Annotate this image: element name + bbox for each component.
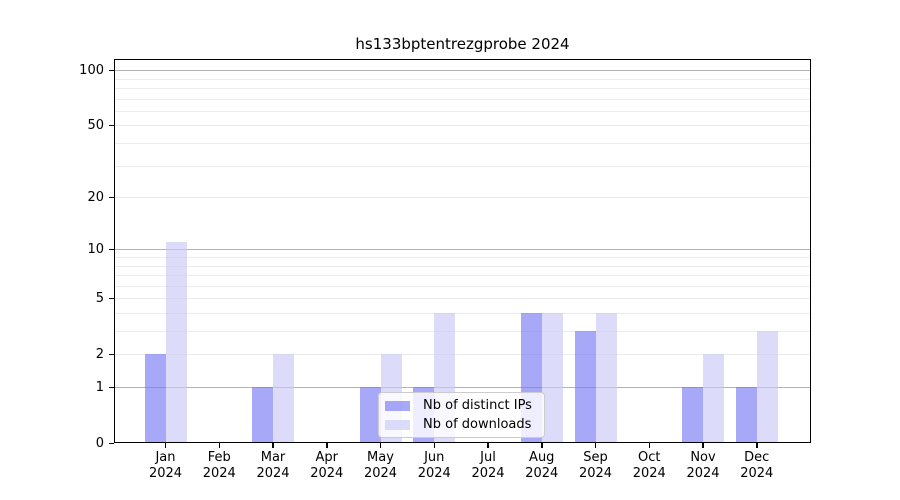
x-tick-mark	[487, 443, 489, 448]
gridline-minor	[114, 110, 811, 112]
y-tick-mark	[109, 69, 114, 72]
gridline-minor	[114, 143, 811, 144]
bar-downloads-aug	[541, 313, 563, 443]
x-tick-label: Feb 2024	[202, 450, 236, 481]
legend: Nb of distinct IPs Nb of downloads	[378, 392, 545, 438]
x-tick-mark	[702, 443, 704, 448]
y-tick-label: 5	[95, 290, 104, 306]
x-tick-label: Dec 2024	[740, 450, 774, 481]
x-tick-label: Apr 2024	[310, 450, 344, 481]
y-tick-label: 10	[87, 241, 104, 257]
gridline-major	[114, 70, 811, 72]
x-tick-label: Sep 2024	[578, 450, 613, 481]
bar-downloads-jan	[165, 242, 187, 443]
legend-swatch-downloads	[385, 419, 410, 430]
plot-area	[114, 59, 811, 443]
y-tick-mark	[109, 297, 114, 300]
bar-ips-dec	[735, 387, 757, 443]
gridline-minor	[114, 354, 811, 356]
x-tick-label: Mar 2024	[256, 450, 290, 481]
gridline-minor	[114, 98, 811, 100]
gridline-major	[114, 249, 811, 251]
gridline-minor	[114, 257, 811, 258]
gridline-minor	[114, 298, 811, 300]
gridline-minor	[114, 197, 811, 199]
gridline-minor	[114, 125, 811, 127]
y-tick-mark	[109, 442, 114, 444]
bar-ips-mar	[252, 387, 273, 443]
x-tick-mark	[379, 443, 382, 448]
x-tick-mark	[326, 443, 328, 448]
y-tick-label: 2	[95, 346, 104, 362]
bar-downloads-dec	[756, 331, 778, 443]
gridline-minor	[114, 313, 811, 314]
x-tick-mark	[756, 443, 758, 448]
gridline-minor	[114, 88, 811, 89]
bar-ips-sep	[574, 331, 596, 443]
bar-downloads-nov	[703, 354, 724, 443]
gridline-major	[114, 387, 811, 388]
bar-downloads-mar	[273, 354, 294, 443]
x-tick-mark	[164, 443, 167, 448]
y-tick-label: 1	[95, 379, 104, 395]
x-tick-label: Jan 2024	[148, 450, 183, 481]
y-tick-mark	[109, 353, 114, 356]
bar-ips-jan	[144, 354, 166, 443]
y-tick-label: 50	[87, 117, 104, 133]
x-tick-mark	[433, 443, 435, 448]
x-tick-mark	[648, 443, 650, 448]
y-tick-label: 0	[95, 435, 104, 451]
legend-label-downloads: Nb of downloads	[423, 417, 532, 432]
y-tick-mark	[109, 196, 114, 199]
bar-downloads-sep	[595, 313, 617, 443]
gridline-minor	[114, 285, 811, 287]
x-tick-label: Jul 2024	[471, 450, 505, 481]
gridline-minor	[114, 265, 811, 267]
x-tick-label: Aug 2024	[525, 450, 559, 481]
gridline-minor	[114, 275, 811, 276]
legend-swatch-distinct-ips	[385, 400, 410, 411]
legend-item-downloads: Nb of downloads	[385, 417, 544, 432]
x-tick-label: Nov 2024	[686, 450, 720, 481]
x-tick-mark	[541, 443, 543, 448]
chart-title: hs133bptentrezgprobe 2024	[355, 35, 570, 53]
y-tick-mark	[109, 248, 114, 251]
bar-ips-may	[359, 387, 381, 443]
x-tick-mark	[218, 443, 220, 448]
y-tick-label: 20	[87, 189, 104, 205]
y-tick-mark	[109, 386, 114, 388]
x-tick-label: May 2024	[363, 450, 398, 481]
y-tick-label: 100	[79, 62, 104, 78]
gridline-minor	[114, 78, 811, 80]
x-tick-mark	[272, 443, 274, 448]
gridline-minor	[114, 331, 811, 332]
x-tick-label: Oct 2024	[632, 450, 666, 481]
y-tick-mark	[109, 124, 114, 127]
gridline-minor	[114, 165, 811, 167]
x-tick-label: Jun 2024	[417, 450, 451, 481]
legend-item-distinct-ips: Nb of distinct IPs	[385, 398, 544, 413]
x-tick-mark	[594, 443, 597, 448]
bar-ips-nov	[682, 387, 703, 443]
legend-label-distinct-ips: Nb of distinct IPs	[423, 398, 532, 413]
